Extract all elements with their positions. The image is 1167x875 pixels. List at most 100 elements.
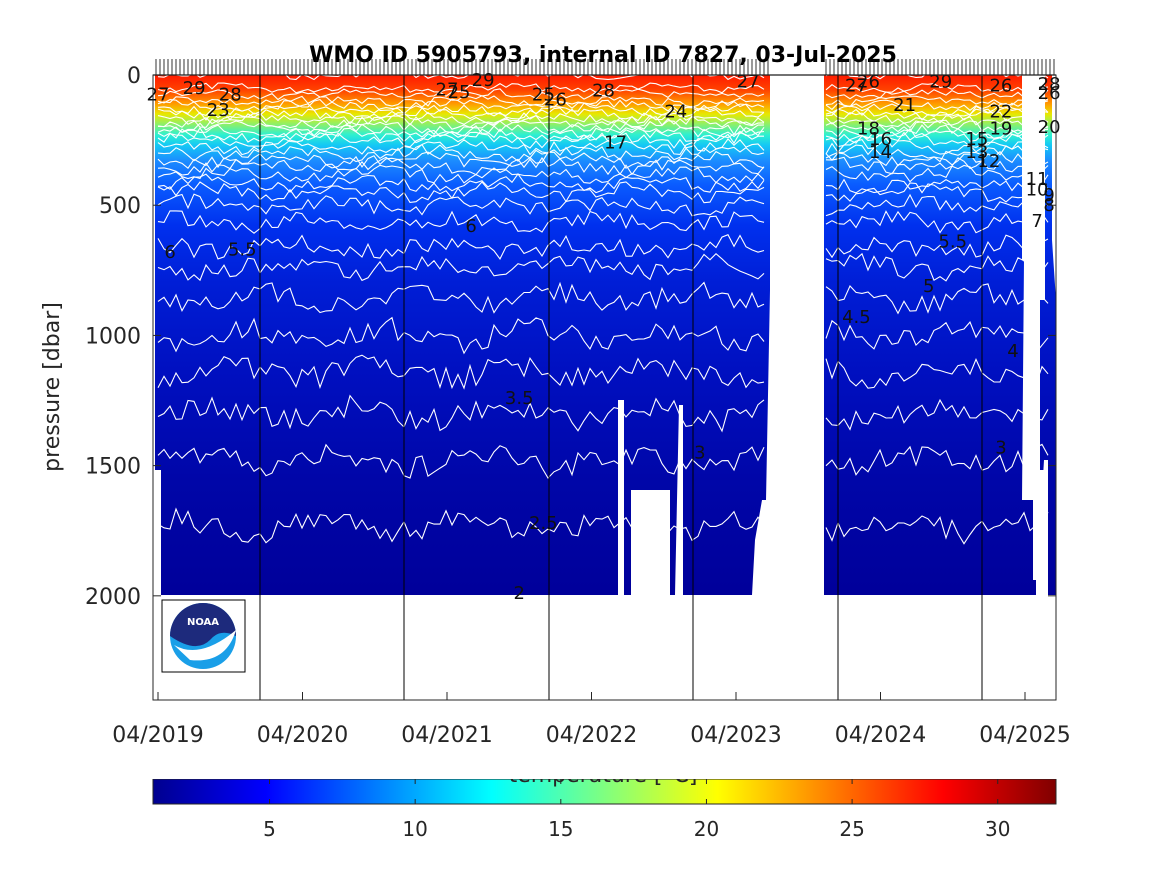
contour-label: 16 [869, 129, 892, 150]
isotherm-line [825, 398, 1049, 431]
contour-label: 24 [664, 101, 687, 122]
isotherm-line [825, 443, 1049, 476]
isotherm-line [825, 110, 1049, 124]
contour-label: 2 [514, 583, 525, 604]
x-tick-label: 04/2022 [546, 723, 637, 748]
contour-label: 15 [965, 129, 988, 150]
contour-label: 22 [989, 101, 1012, 122]
isotherm-line [157, 252, 765, 282]
isotherm-line [825, 182, 1049, 203]
isotherm-line [157, 316, 765, 355]
contour-label: 26 [544, 90, 567, 111]
contour-label: 18 [857, 118, 880, 139]
contour-label: 3 [694, 443, 705, 464]
colorbar-label-mask [150, 765, 1060, 779]
isotherm-line [157, 95, 765, 108]
isotherm-line [825, 193, 1049, 217]
contour-label: 25 [448, 82, 471, 103]
isotherm-line [157, 123, 765, 139]
noaa-logo-text: NOAA [187, 617, 219, 628]
isotherm-line [825, 102, 1049, 116]
isotherm-line [157, 126, 765, 144]
x-tick-label: 04/2024 [835, 723, 926, 748]
isotherm-line [825, 234, 1049, 259]
isotherm-line [825, 156, 1049, 175]
contour-label: 6 [164, 242, 175, 263]
colorbar-tick-label: 25 [839, 817, 864, 841]
white-slot-2025 [1036, 470, 1046, 595]
contour-label: 26 [989, 75, 1012, 96]
y-tick-label: 1000 [85, 324, 141, 349]
x-axis: 04/2019 04/2020 04/2021 04/2022 04/2023 04/20… [112, 692, 1071, 748]
y-axis-label: pressure [dbar] [40, 302, 65, 472]
isotherm-line [157, 138, 765, 156]
isotherm-line [157, 507, 765, 544]
axes-box [152, 74, 1057, 701]
contour-label: 4.5 [842, 307, 871, 328]
contour-label: 29 [183, 78, 206, 99]
isotherm-line [825, 89, 1049, 100]
isotherm-line [157, 164, 765, 184]
contour-label: 28 [1038, 74, 1061, 95]
colorbar-tick-label: 10 [402, 817, 427, 841]
colorbar [152, 778, 1057, 805]
y-tick-label: 500 [99, 194, 141, 219]
isotherm-line [157, 88, 765, 101]
isotherm-line [157, 354, 765, 390]
colorbar-tick-label: 30 [985, 817, 1010, 841]
contour-label: 29 [472, 70, 495, 91]
isotherm-line [157, 150, 765, 170]
isotherm-line [157, 443, 765, 479]
isotherm-line [825, 150, 1049, 167]
contour-label: 5 [923, 276, 934, 297]
contour-label: 27 [845, 75, 868, 96]
x-tick-label: 04/2025 [979, 723, 1070, 748]
isotherm-line [157, 181, 765, 204]
isotherm-line [825, 210, 1049, 234]
isotherm-line [157, 107, 765, 122]
isotherm-line [825, 83, 1049, 94]
y-tick-label: 2000 [85, 585, 141, 610]
isotherm-line [158, 120, 765, 136]
y-tick-label: 1500 [85, 455, 141, 480]
isotherm-line [157, 172, 765, 194]
isotherm-line [157, 156, 765, 176]
x-tick-label: 04/2019 [112, 723, 203, 748]
isotherm-line [157, 144, 765, 163]
contour-label: 21 [893, 95, 916, 116]
isotherm-line [825, 99, 1049, 112]
isotherm-line [825, 144, 1049, 163]
contour-label: 13 [965, 142, 988, 163]
isotherm-line [157, 111, 765, 126]
contour-label: 27 [436, 79, 459, 100]
x-tick-label: 04/2020 [257, 723, 348, 748]
contour-label: 27 [147, 85, 170, 106]
x-tick-label: 04/2021 [401, 723, 492, 748]
isotherm-line [825, 319, 1049, 354]
contour-label: 7 [1031, 211, 1042, 232]
contour-label: 5.5 [228, 239, 257, 260]
isotherm-line [825, 283, 1049, 315]
x-tick-label: 04/2023 [690, 723, 781, 748]
isotherm-line [825, 164, 1049, 185]
noaa-logo: NOAA [161, 599, 246, 673]
contour-label: 5.5 [938, 232, 967, 253]
isotherm-line [157, 98, 765, 112]
isotherm-line [157, 394, 765, 433]
colorbar-tick-label: 20 [694, 817, 719, 841]
contour-label: 3.5 [505, 388, 534, 409]
isotherm-line [157, 70, 765, 81]
data-block-2019-2023 [155, 75, 770, 595]
isotherm-lines [157, 70, 1049, 545]
isotherm-line [825, 511, 1049, 545]
isotherm-line [825, 70, 1049, 80]
contour-label: 10 [1026, 180, 1049, 201]
contour-label: 27 [737, 72, 760, 93]
contour-label: 28 [592, 81, 615, 102]
isotherm-line [825, 95, 1049, 108]
colorbar-tick-label: 15 [548, 817, 573, 841]
isotherm-line [157, 210, 765, 234]
year-separators [259, 75, 983, 700]
